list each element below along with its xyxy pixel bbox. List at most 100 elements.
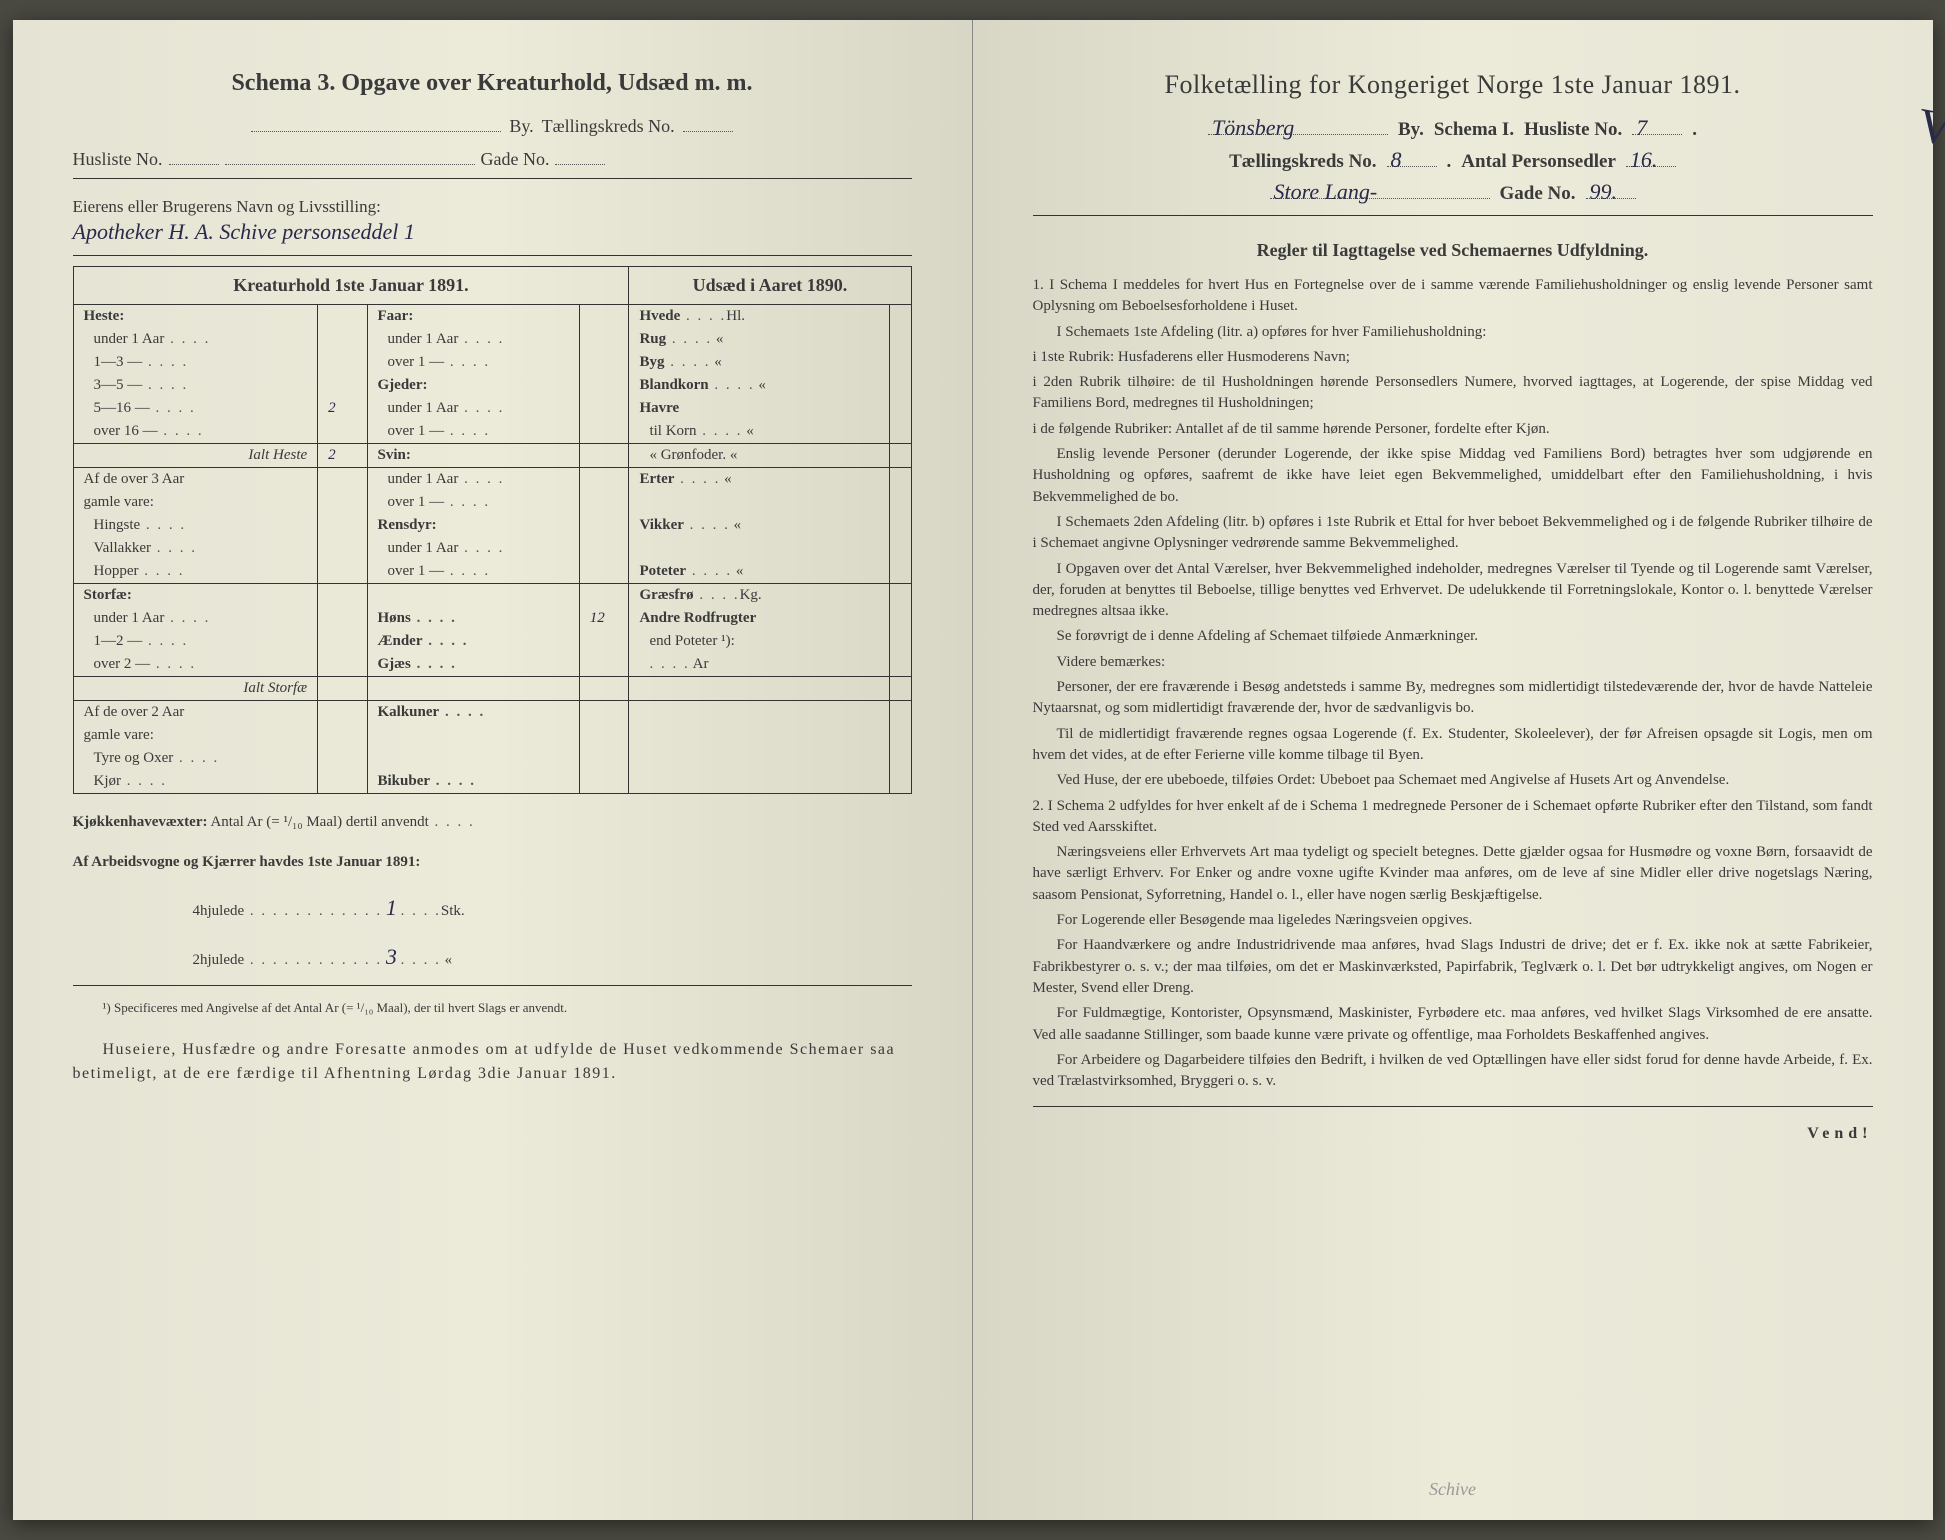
hjul4-label: 4hjulede [193, 903, 245, 919]
rule-1e: i de følgende Rubriker: Antallet af de t… [1033, 419, 1873, 440]
rule-1l: Til de midlertidigt fraværende regnes og… [1033, 724, 1873, 767]
taellingskreds-field [683, 112, 733, 132]
hvede-unit: Hl. [726, 308, 745, 324]
byg-label: Byg [639, 354, 664, 370]
gade-field [555, 145, 605, 165]
hjul4-unit: Stk. [441, 903, 465, 919]
husliste-line: Husliste No. Gade No. [73, 145, 912, 170]
rens-u1: under 1 Aar [367, 537, 579, 560]
gjeder-o1: over 1 — [367, 420, 579, 444]
erter-label: Erter [639, 471, 674, 487]
divider-r2 [1033, 1106, 1873, 1107]
vikker-label: Vikker [639, 517, 683, 533]
aender-label: Ænder [367, 630, 579, 653]
kjor: Kjør [73, 770, 318, 794]
svin-o1: over 1 — [367, 491, 579, 514]
storf-o2: over 2 — [73, 653, 318, 677]
regler-title: Regler til Iagttagelse ved Schemaernes U… [1033, 240, 1873, 261]
ar-unit: Ar [693, 656, 709, 672]
arbeids-label: Af Arbeidsvogne og Kjærrer havdes 1ste J… [73, 854, 421, 870]
owner-line: Eierens eller Brugerens Navn og Livsstil… [73, 197, 912, 245]
by-field [251, 112, 501, 132]
graesfro-label: Græsfrø [639, 587, 693, 603]
poteter-label: Poteter [639, 563, 686, 579]
by-label-r: By. [1398, 119, 1424, 141]
af3aar: Af de over 3 Aar [73, 468, 318, 492]
taellingskreds-label: Tællingskreds No. [542, 116, 675, 137]
taell-no-r: 8 [1387, 147, 1437, 167]
vend-label: Vend! [1033, 1125, 1873, 1143]
heste-o16: over 16 — [73, 420, 318, 444]
husliste-field [169, 145, 219, 165]
hjul4-line: 4hjulede 1 Stk. [73, 892, 912, 924]
tyre: Tyre og Oxer [73, 747, 318, 770]
antal-no: 16. [1626, 147, 1676, 167]
hjul2-label: 2hjulede [193, 952, 245, 968]
rule-2a: 2. I Schema 2 udfyldes for hver enkelt a… [1033, 796, 1873, 839]
faar-label: Faar: [367, 305, 579, 329]
gade-label-r: Gade No. [1500, 183, 1576, 205]
havre-label: Havre [629, 397, 890, 420]
gade-label: Gade No. [481, 149, 550, 170]
rules-body: 1. I Schema I meddeles for hvert Hus en … [1033, 275, 1873, 1092]
rule-1g: I Schemaets 2den Afdeling (litr. b) opfø… [1033, 512, 1873, 555]
rule-2c: For Logerende eller Besøgende maa ligele… [1033, 910, 1873, 931]
gade-line-r: Store Lang- Gade No. 99. [1033, 179, 1873, 205]
hjul2-val: 3 [386, 944, 397, 969]
taell-line-r: Tællingskreds No. 8 . Antal Personsedler… [1033, 147, 1873, 173]
rule-2e: For Fuldmægtige, Kontorister, Opsynsmænd… [1033, 1003, 1873, 1046]
rule-2b: Næringsveiens eller Erhvervets Art maa t… [1033, 842, 1873, 906]
heste-13: 1—3 — [73, 351, 318, 374]
by-line-r: Tönsberg By. Schema I. Husliste No. 7 . [1033, 115, 1873, 141]
kjokken-text: Antal Ar (= ¹/₁₀ Maal) dertil anvendt [210, 814, 428, 830]
hons-val: 12 [579, 607, 629, 630]
hons-label: Høns [367, 607, 579, 630]
arbeids-line: Af Arbeidsvogne og Kjærrer havdes 1ste J… [73, 852, 912, 874]
heste-ialt: Ialt Heste [73, 444, 318, 468]
document-spread: Schema 3. Opgave over Kreaturhold, Udsæd… [13, 20, 1933, 1520]
divider-2 [73, 255, 912, 256]
faar-o1: over 1 — [367, 351, 579, 374]
rule-1j: Videre bemærkes: [1033, 652, 1873, 673]
by-label: By. [509, 116, 533, 137]
gamlevare2: gamle vare: [73, 724, 318, 747]
by-handwritten: Tönsberg [1208, 115, 1388, 135]
rens-o1: over 1 — [367, 560, 579, 584]
heste-35: 3—5 — [73, 374, 318, 397]
kalkuner-label: Kalkuner [367, 701, 579, 725]
left-page: Schema 3. Opgave over Kreaturhold, Udsæd… [13, 20, 973, 1520]
hingste: Hingste [73, 514, 318, 537]
rule-1h: I Opgaven over det Antal Værelser, hver … [1033, 559, 1873, 623]
rule-1m: Ved Huse, der ere ubeboede, tilføies Ord… [1033, 770, 1873, 791]
graesfro-unit: Kg. [740, 587, 762, 603]
rug-label: Rug [639, 331, 666, 347]
th-udsaed: Udsæd i Aaret 1890. [629, 267, 911, 305]
heste-ialt-val: 2 [318, 444, 367, 468]
faar-u1: under 1 Aar [367, 328, 579, 351]
bikuber-label: Bikuber [367, 770, 579, 794]
rule-1a: 1. I Schema I meddeles for hvert Hus en … [1033, 275, 1873, 318]
hjul2-line: 2hjulede 3 « [73, 941, 912, 973]
blandkorn-label: Blandkorn [639, 377, 708, 393]
street-field [225, 145, 475, 165]
by-line: By. Tællingskreds No. [73, 112, 912, 137]
rule-1f: Enslig levende Personer (derunder Logere… [1033, 444, 1873, 508]
footnote: ¹) Specificeres med Angivelse af det Ant… [73, 1000, 912, 1016]
gamlevare: gamle vare: [73, 491, 318, 514]
left-title: Schema 3. Opgave over Kreaturhold, Udsæd… [73, 70, 912, 97]
kjokken-line: Kjøkkenhavevæxter: Antal Ar (= ¹/₁₀ Maal… [73, 812, 912, 834]
rule-1c: i 1ste Rubrik: Husfaderens eller Husmode… [1033, 347, 1873, 368]
rule-2f: For Arbeidere og Dagarbeidere tilføies d… [1033, 1050, 1873, 1093]
heste-516-val: 2 [318, 397, 367, 420]
divider-1 [73, 178, 912, 179]
hvede-label: Hvede [639, 308, 680, 324]
checkmark-v: V [1913, 97, 1945, 157]
rule-2d: For Haandværkere og andre Industridriven… [1033, 935, 1873, 999]
divider-r1 [1033, 215, 1873, 216]
right-title: Folketælling for Kongeriget Norge 1ste J… [1033, 70, 1873, 100]
th-kreatur: Kreaturhold 1ste Januar 1891. [73, 267, 629, 305]
rule-1d: i 2den Rubrik tilhøire: de til Husholdni… [1033, 372, 1873, 415]
vallakker: Vallakker [73, 537, 318, 560]
antal-label: Antal Personsedler [1461, 151, 1616, 173]
hopper: Hopper [73, 560, 318, 584]
